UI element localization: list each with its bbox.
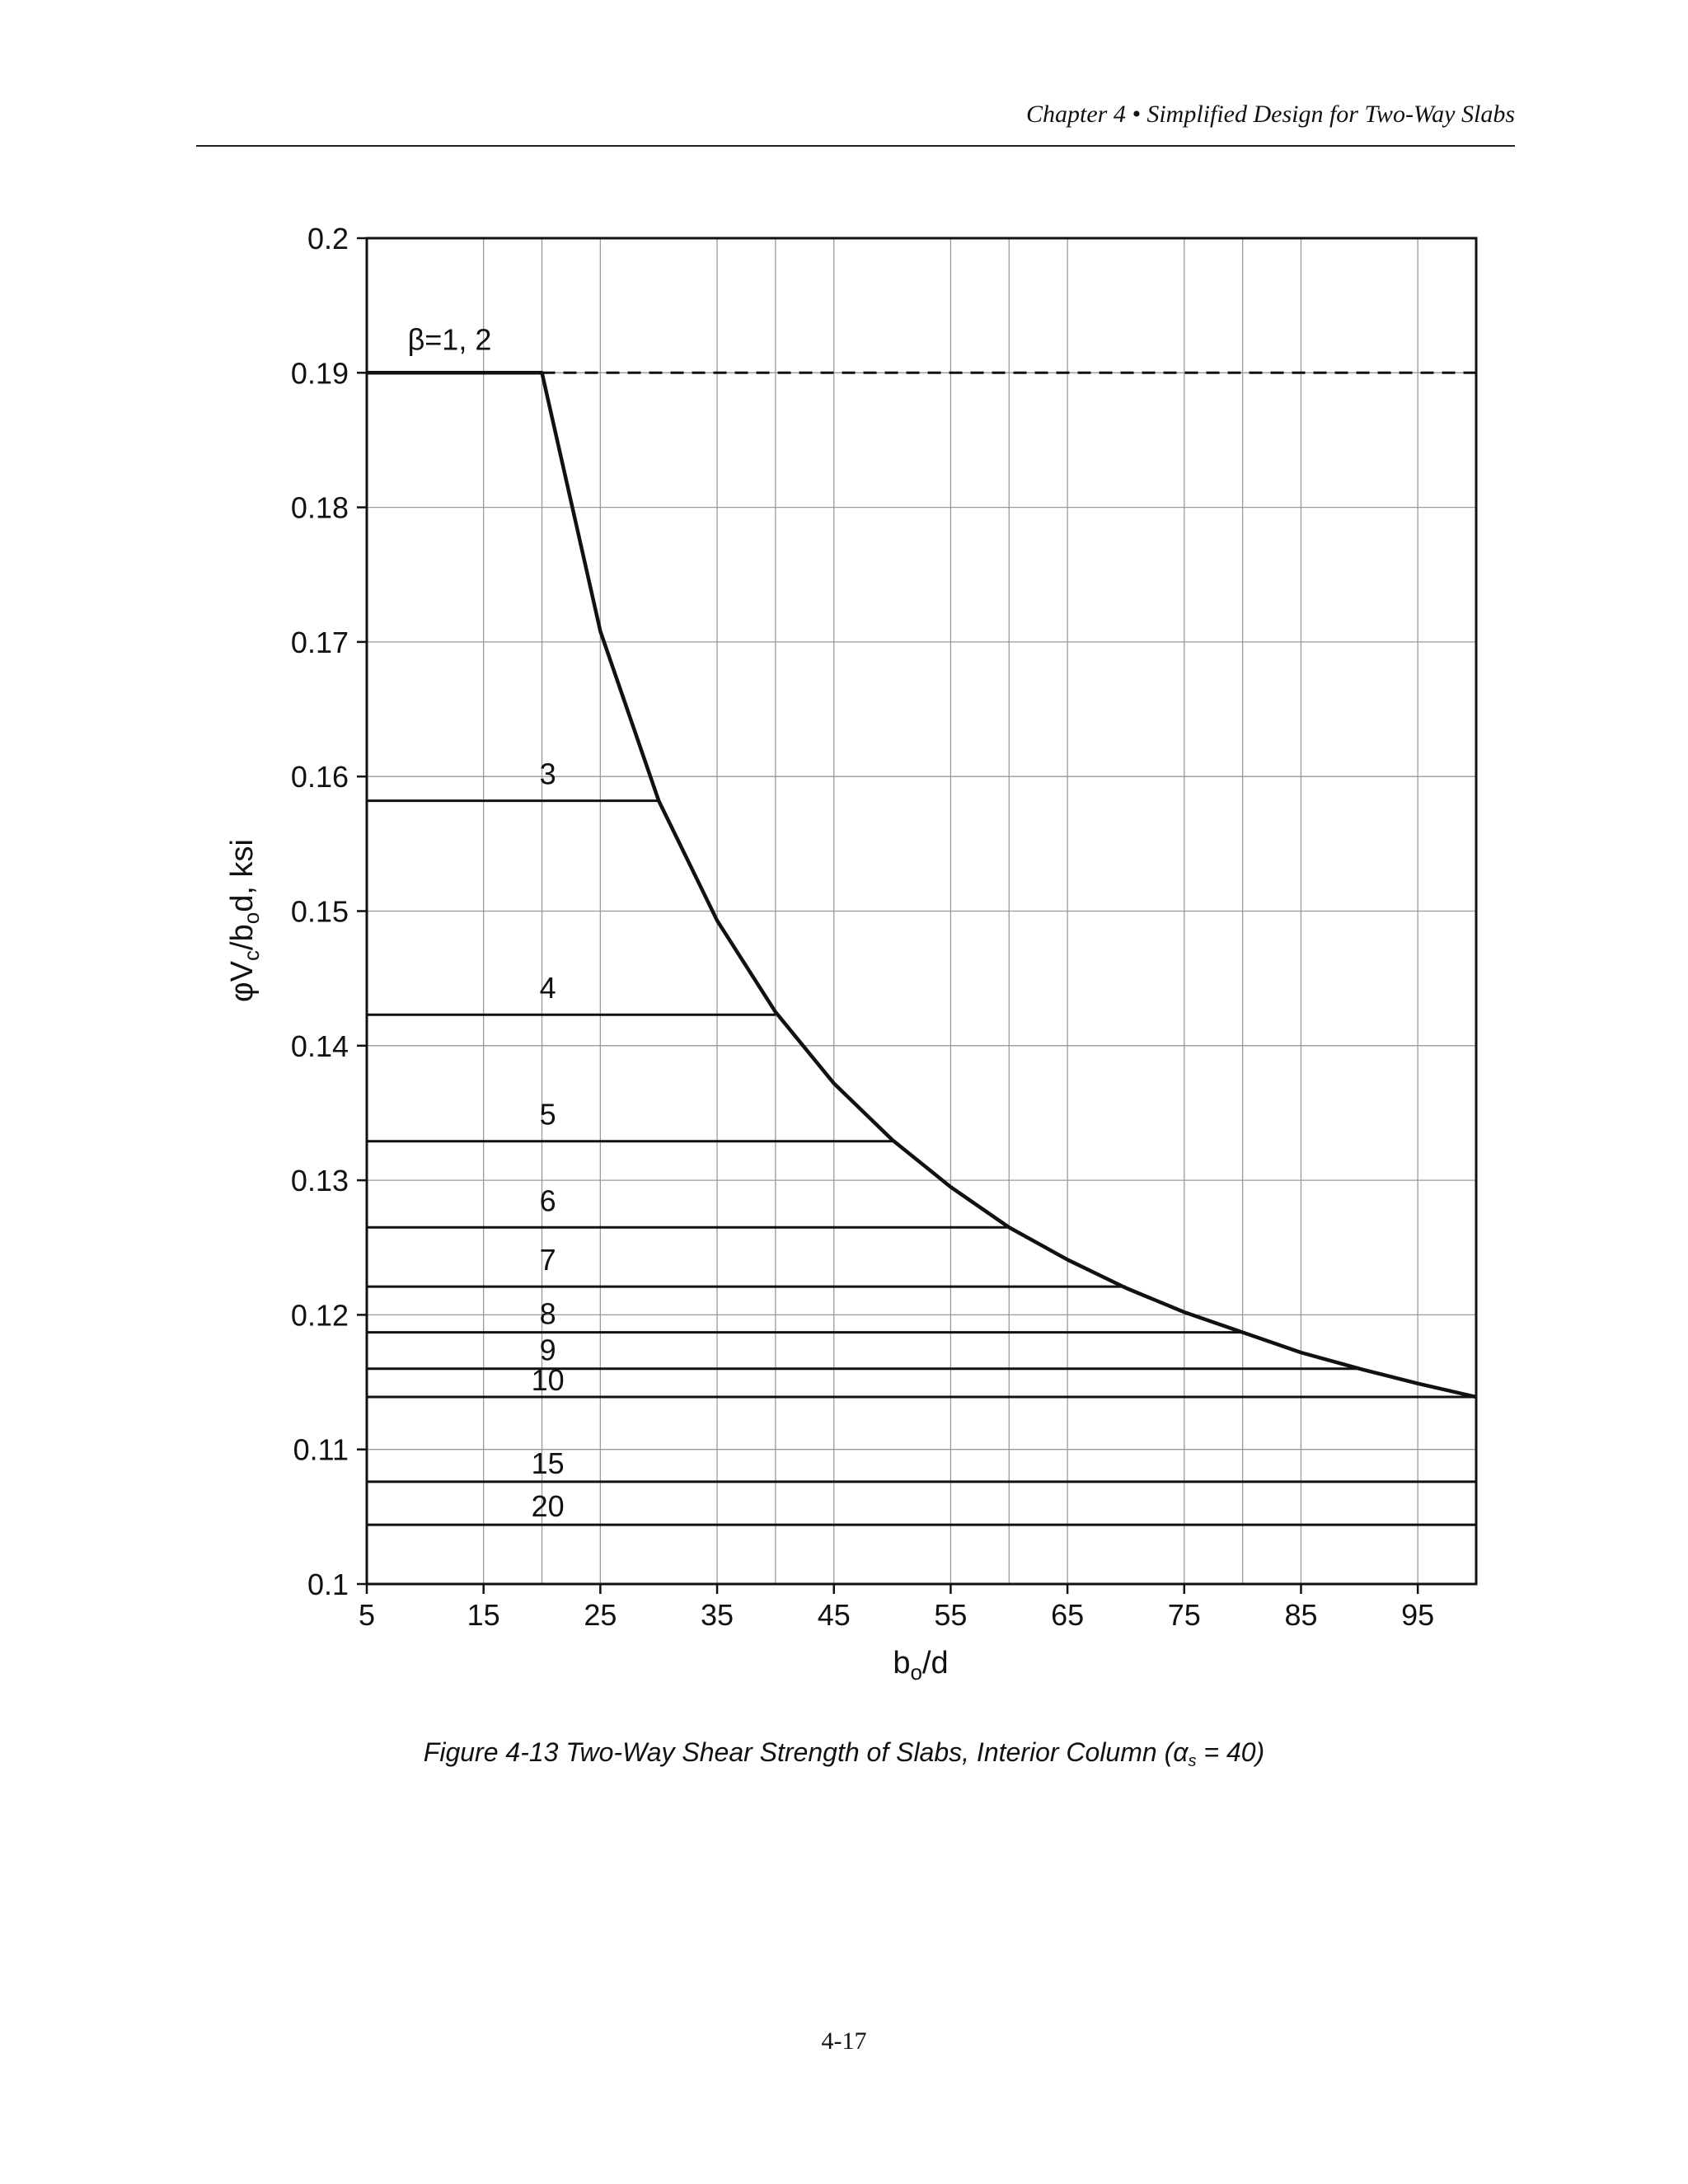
page-number: 4-17: [821, 2027, 867, 2055]
beta-label-9: 9: [540, 1333, 556, 1367]
beta-label-4: 4: [540, 971, 556, 1005]
figure-caption: Figure 4-13 Two-Way Shear Strength of Sl…: [423, 1737, 1265, 1770]
envelope-curve: [367, 371, 1477, 1399]
beta-label-8: 8: [540, 1297, 556, 1331]
envelope-group: [367, 371, 1477, 1399]
y-tick-label-0.18: 0.18: [291, 491, 349, 525]
x-tick-label-45: 45: [818, 1598, 851, 1632]
running-head: Chapter 4 • Simplified Design for Two-Wa…: [1025, 101, 1515, 128]
y-tick-label-0.2: 0.2: [307, 222, 349, 255]
tick-labels: 0.1 0.11 0.12 0.13 0.14 0.15 0.16 0.17 0.18 0.19 0…: [291, 222, 1434, 1632]
x-tick-label-5: 5: [359, 1598, 375, 1632]
x-tick-label-25: 25: [584, 1598, 617, 1632]
y-tick-label-0.16: 0.16: [291, 760, 349, 794]
beta-label-15: 15: [532, 1446, 565, 1480]
y-tick-label-0.14: 0.14: [291, 1029, 349, 1063]
beta-label-10: 10: [532, 1363, 565, 1397]
beta-label-20: 20: [532, 1489, 565, 1523]
beta-label-top: β=1, 2: [408, 322, 492, 356]
beta-label-7: 7: [540, 1243, 556, 1277]
x-axis-title: bo/d: [893, 1646, 948, 1685]
beta-label-3: 3: [540, 757, 556, 791]
x-tick-label-85: 85: [1284, 1598, 1317, 1632]
x-tick-label-55: 55: [934, 1598, 967, 1632]
x-tick-label-75: 75: [1168, 1598, 1201, 1632]
x-tick-label-65: 65: [1051, 1598, 1084, 1632]
y-tick-label-0.11: 0.11: [293, 1433, 349, 1467]
y-tick-label-0.19: 0.19: [291, 356, 349, 390]
y-axis-title: φVc/bod, ksi: [225, 839, 264, 1002]
beta-lines: [367, 371, 1476, 1526]
beta-label-6: 6: [540, 1183, 556, 1217]
y-tick-label-0.13: 0.13: [291, 1164, 349, 1197]
y-tick-label-0.1: 0.1: [307, 1568, 349, 1601]
y-tick-label-0.12: 0.12: [291, 1298, 349, 1332]
y-tick-label-0.17: 0.17: [291, 626, 349, 659]
x-tick-label-35: 35: [701, 1598, 734, 1632]
x-tick-label-15: 15: [467, 1598, 500, 1632]
y-tick-label-0.15: 0.15: [291, 895, 349, 929]
x-tick-label-95: 95: [1401, 1598, 1434, 1632]
beta-label-5: 5: [540, 1098, 556, 1132]
header-rule: [196, 145, 1515, 147]
plot-frame: [357, 237, 1478, 1594]
